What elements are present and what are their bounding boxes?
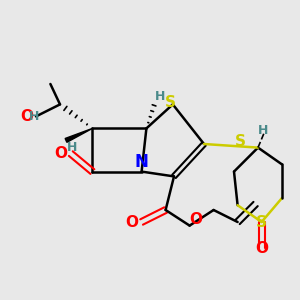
Text: O: O xyxy=(189,212,202,227)
Text: S: S xyxy=(256,214,267,230)
Text: O: O xyxy=(20,109,33,124)
Text: H: H xyxy=(67,141,77,154)
Text: S: S xyxy=(235,134,245,149)
Text: H: H xyxy=(258,124,268,137)
Text: H: H xyxy=(154,89,165,103)
Text: O: O xyxy=(55,146,68,161)
Text: O: O xyxy=(255,241,268,256)
Text: O: O xyxy=(125,214,139,230)
Text: H: H xyxy=(28,110,39,123)
Text: S: S xyxy=(165,94,176,110)
Polygon shape xyxy=(65,128,92,142)
Text: N: N xyxy=(135,153,148,171)
